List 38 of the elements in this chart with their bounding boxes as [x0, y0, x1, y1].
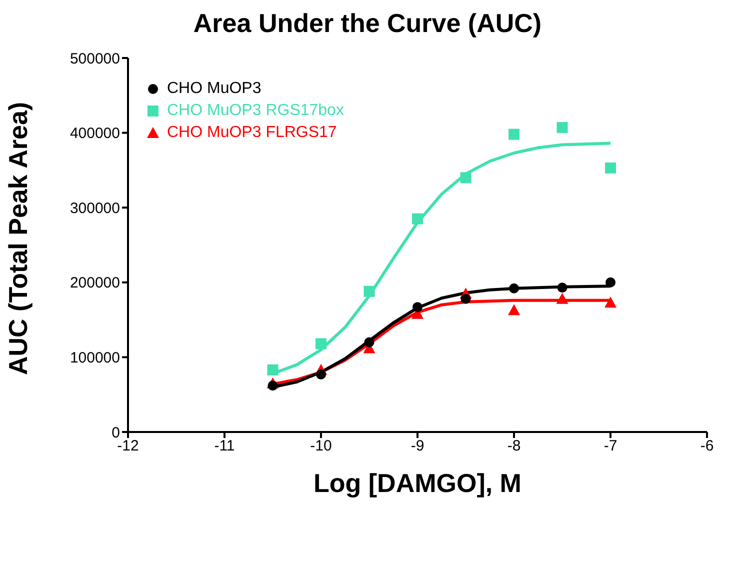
point [316, 338, 326, 350]
point [556, 292, 568, 304]
y-tick-label: 200000 [70, 274, 120, 292]
point [604, 296, 616, 308]
legend-label: CHO MuOP3 RGS17box [167, 102, 344, 120]
point [364, 337, 374, 348]
point [268, 380, 278, 391]
point [316, 369, 326, 380]
point [412, 302, 422, 312]
x-tick-label: -9 [410, 438, 424, 455]
point [460, 172, 472, 184]
y-tick-label: 500000 [70, 50, 120, 68]
point [508, 128, 520, 140]
y-tick-label: 300000 [70, 200, 120, 217]
x-tick-label: -11 [214, 438, 235, 455]
point [267, 364, 278, 376]
y-tick-label: 400000 [70, 125, 120, 142]
y-tick-label: 0 [112, 424, 120, 442]
legend-label: CHO MuOP3 FLRGS17 [167, 124, 337, 142]
point [460, 294, 471, 304]
point [508, 304, 520, 316]
x-tick-label: -6 [700, 438, 714, 455]
point [605, 162, 616, 174]
point [509, 283, 519, 294]
y-tick-label: 100000 [70, 350, 120, 367]
x-tick-label: -10 [310, 438, 332, 455]
point [557, 282, 568, 293]
x-tick-label: -12 [117, 438, 139, 455]
point [364, 286, 375, 297]
point [556, 122, 568, 134]
point [606, 277, 616, 288]
y-axis-title: AUC (Total Peak Area) [3, 102, 34, 375]
x-axis-title: Log [DAMGO], M [314, 468, 522, 498]
chart-title: Area Under the Curve (AUC) [192, 8, 543, 40]
x-tick-label: -8 [507, 438, 521, 455]
legend-label: CHO MuOP3 [167, 80, 262, 98]
x-tick-label: -7 [604, 438, 618, 455]
point [412, 213, 423, 224]
